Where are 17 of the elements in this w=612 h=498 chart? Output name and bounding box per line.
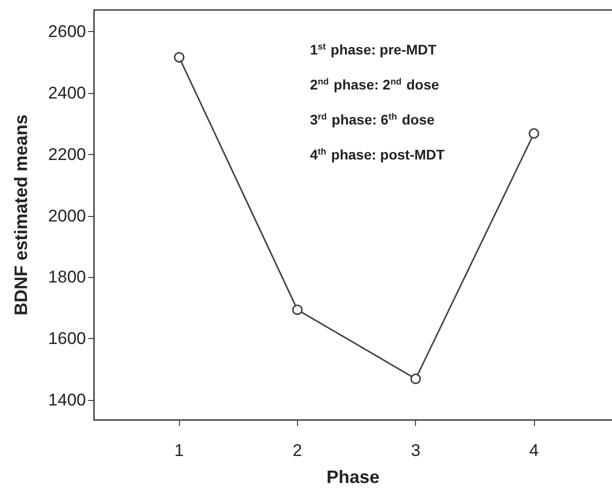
- point: [174, 52, 184, 63]
- x-tick-label: 2: [292, 441, 302, 460]
- y-tick-label: 2200: [48, 144, 86, 164]
- x-axis-title: Phase: [326, 467, 380, 487]
- y-tick-label: 1600: [48, 329, 86, 348]
- y-tick-label: 1400: [48, 390, 86, 410]
- x-tick-label: 4: [529, 441, 539, 460]
- point: [410, 374, 421, 384]
- x-tick-label: 3: [410, 441, 420, 460]
- point: [292, 304, 303, 315]
- y-tick-label: 2600: [48, 22, 86, 41]
- y-tick-label: 2400: [48, 83, 86, 102]
- y-axis-title: BDNF estimated means: [11, 114, 31, 316]
- x-tick-label: 1: [174, 441, 184, 460]
- y-tick-label: 2000: [48, 206, 86, 226]
- y-tick-label: 1800: [48, 268, 86, 287]
- point: [528, 128, 540, 139]
